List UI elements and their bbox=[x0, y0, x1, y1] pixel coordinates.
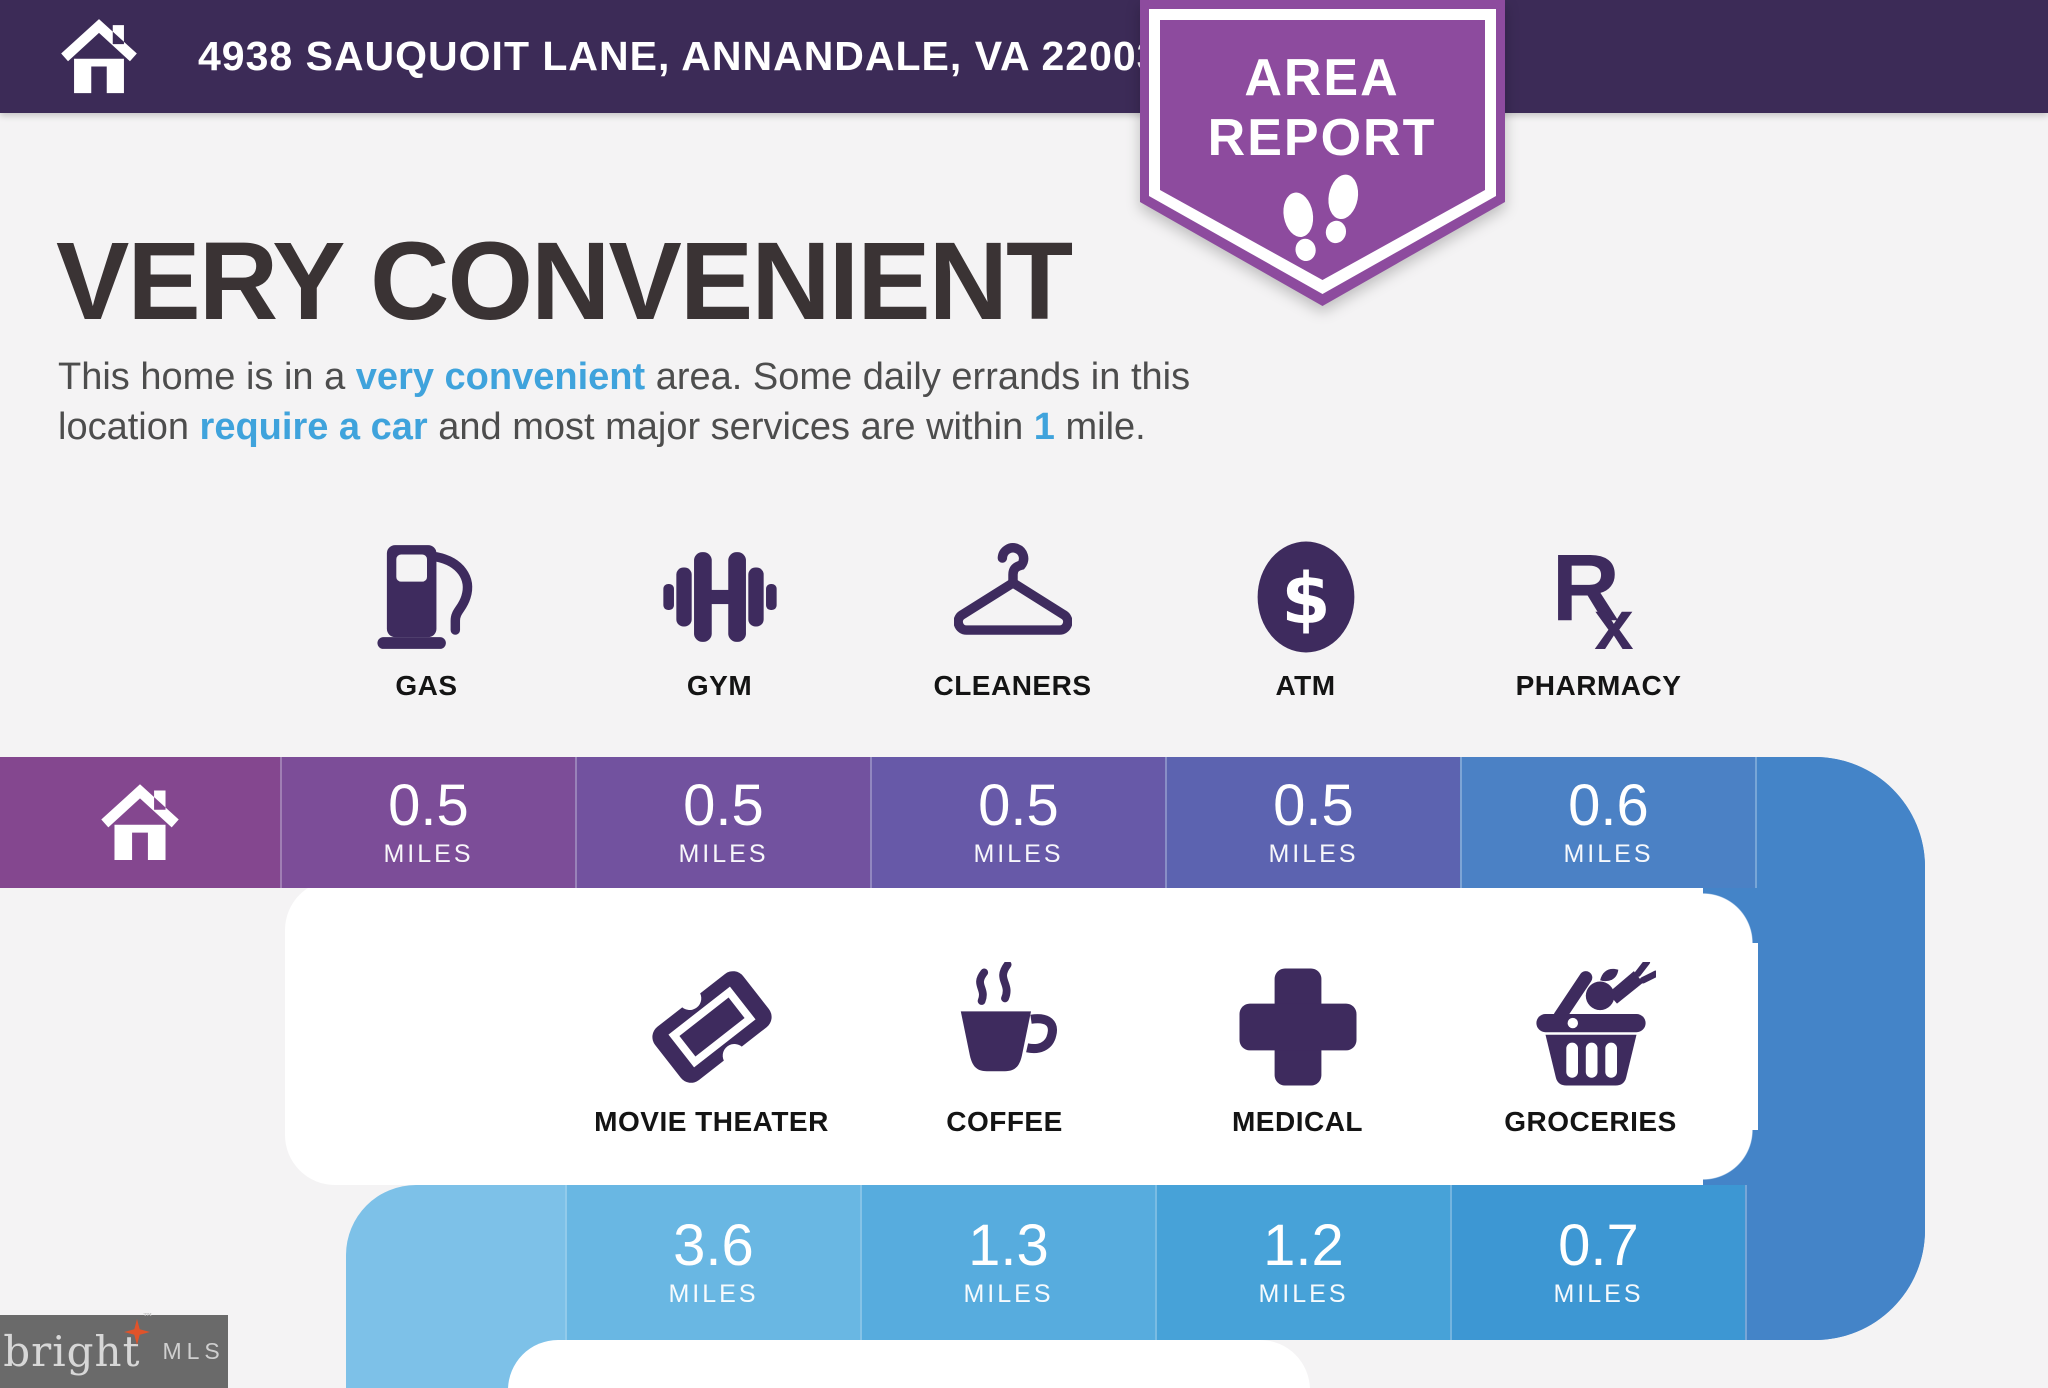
distance-bar-1: 0.5 MILES 0.5 MILES 0.5 MILES 0.5 MILES 0.6 MILES bbox=[0, 757, 1925, 888]
pipe-fillet-bottom bbox=[1703, 1130, 1758, 1185]
distance-unit: MILES bbox=[383, 840, 474, 868]
highlighted-text: 1 bbox=[1033, 406, 1055, 448]
distance-cell-groceries: 0.7 MILES bbox=[1450, 1185, 1745, 1340]
distance-value: 1.2 bbox=[1263, 1213, 1344, 1278]
amenity-gas: GAS bbox=[280, 538, 573, 702]
bar-end-filler bbox=[1755, 757, 1925, 888]
distance-value: 0.5 bbox=[683, 773, 764, 838]
distance-value: 0.6 bbox=[1568, 773, 1649, 838]
cleaners-icon bbox=[954, 538, 1072, 656]
distance-value: 1.3 bbox=[968, 1213, 1049, 1278]
amenity-label: GYM bbox=[686, 670, 753, 701]
distance-cell-atm: 0.5 MILES bbox=[1165, 757, 1460, 888]
distance-value: 0.5 bbox=[1273, 773, 1354, 838]
page-title: VERY CONVENIENT bbox=[56, 220, 1073, 343]
distance-unit: MILES bbox=[1563, 840, 1654, 868]
distance-cell-cleaners: 0.5 MILES bbox=[870, 757, 1165, 888]
coffee-icon bbox=[940, 962, 1070, 1092]
distance-unit: MILES bbox=[678, 840, 769, 868]
plain-text: mile. bbox=[1054, 406, 1146, 448]
amenity-label: GAS bbox=[395, 670, 458, 701]
description-line: This home is in a very convenient area. … bbox=[58, 352, 1190, 402]
plain-text: This home is in a bbox=[58, 356, 356, 398]
distance-unit: MILES bbox=[1268, 840, 1359, 868]
brightmls-wordmark: bright™ bbox=[3, 1311, 153, 1376]
bar-elbow-filler bbox=[346, 1185, 565, 1340]
atm-icon bbox=[1257, 541, 1354, 653]
gas-icon bbox=[368, 538, 486, 656]
amenity-cleaners: CLEANERS bbox=[866, 538, 1159, 702]
distance-unit: MILES bbox=[963, 1280, 1054, 1308]
distance-cell-movie: 3.6 MILES bbox=[565, 1185, 860, 1340]
property-address: 4938 SAUQUOIT LANE, ANNANDALE, VA 22003 bbox=[198, 33, 1161, 79]
distance-value: 0.5 bbox=[388, 773, 469, 838]
gym-icon bbox=[662, 552, 777, 642]
amenity-pharmacy: PHARMACY bbox=[1452, 538, 1745, 702]
amenity-coffee: COFFEE bbox=[858, 962, 1151, 1138]
pipe-fillet-top bbox=[1703, 888, 1758, 943]
amenity-label: ATM bbox=[1275, 670, 1336, 701]
highlighted-text: very convenient bbox=[355, 356, 646, 398]
distance-value: 3.6 bbox=[673, 1213, 754, 1278]
amenity-gym: GYM bbox=[573, 538, 866, 702]
movie-icon bbox=[647, 962, 777, 1092]
distance-bar-2: 3.6 MILES 1.3 MILES 1.2 MILES 0.7 MILES bbox=[346, 1185, 1925, 1340]
star-icon bbox=[124, 1319, 151, 1345]
amenity-label: MOVIE THEATER bbox=[594, 1106, 829, 1137]
bar-end-filler bbox=[1745, 1185, 1925, 1340]
badge-line1: AREA bbox=[1244, 49, 1399, 107]
brightmls-mls-text: MLS bbox=[162, 1338, 225, 1364]
plain-text: area. Some daily errands in this bbox=[645, 356, 1191, 398]
amenity-label: CLEANERS bbox=[933, 670, 1092, 701]
trademark-symbol: ™ bbox=[142, 1311, 155, 1324]
amenity-label: GROCERIES bbox=[1504, 1106, 1677, 1137]
home-cell bbox=[0, 757, 280, 888]
home-icon bbox=[101, 783, 179, 860]
area-report-badge: AREA REPORT bbox=[1140, 0, 1505, 306]
brightmls-brand-text: bright bbox=[3, 1327, 141, 1376]
groceries-icon bbox=[1526, 962, 1656, 1092]
medical-icon bbox=[1239, 968, 1356, 1086]
description-line: location require a car and most major se… bbox=[58, 402, 1190, 452]
amenity-movie: MOVIE THEATER bbox=[565, 962, 858, 1138]
distance-value: 0.5 bbox=[978, 773, 1059, 838]
amenity-label: PHARMACY bbox=[1515, 670, 1682, 701]
distance-unit: MILES bbox=[1258, 1280, 1349, 1308]
distance-unit: MILES bbox=[1553, 1280, 1644, 1308]
distance-cell-gym: 0.5 MILES bbox=[575, 757, 870, 888]
amenity-groceries: GROCERIES bbox=[1444, 962, 1737, 1138]
distance-unit: MILES bbox=[668, 1280, 759, 1308]
header-bar: 4938 SAUQUOIT LANE, ANNANDALE, VA 22003 bbox=[0, 0, 2048, 113]
description: This home is in a very convenient area. … bbox=[58, 352, 1190, 452]
distance-cell-gas: 0.5 MILES bbox=[280, 757, 575, 888]
distance-cell-medical: 1.2 MILES bbox=[1155, 1185, 1450, 1340]
brightmls-logo: bright™ MLS bbox=[0, 1311, 228, 1388]
plain-text: and most major services are within bbox=[427, 406, 1034, 448]
home-icon bbox=[56, 14, 142, 100]
amenity-atm: ATM bbox=[1159, 538, 1452, 702]
amenity-medical: MEDICAL bbox=[1151, 962, 1444, 1138]
pharmacy-icon bbox=[1551, 538, 1634, 656]
distance-value: 0.7 bbox=[1558, 1213, 1639, 1278]
plain-text: location bbox=[58, 406, 200, 448]
distance-cell-pharmacy: 0.6 MILES bbox=[1460, 757, 1755, 888]
distance-unit: MILES bbox=[973, 840, 1064, 868]
amenity-label: MEDICAL bbox=[1231, 1106, 1364, 1137]
third-row-card bbox=[508, 1340, 1310, 1388]
distance-cell-coffee: 1.3 MILES bbox=[860, 1185, 1155, 1340]
amenity-label: COFFEE bbox=[946, 1106, 1063, 1137]
badge-line2: REPORT bbox=[1208, 109, 1437, 167]
highlighted-text: require a car bbox=[199, 406, 428, 448]
